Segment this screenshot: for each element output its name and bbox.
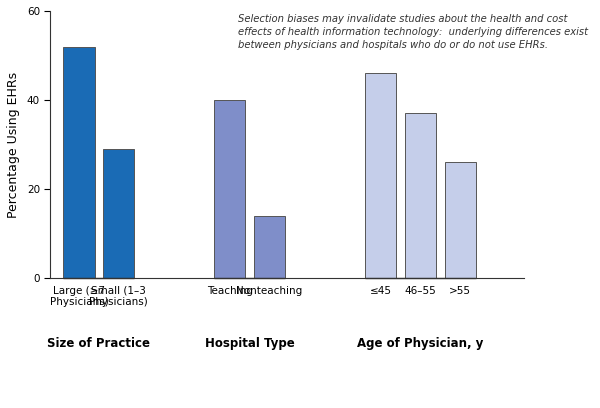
Text: Hospital Type: Hospital Type [205,337,295,350]
Bar [365,73,396,278]
Bar [63,47,95,278]
Text: Size of Practice: Size of Practice [47,337,151,350]
Y-axis label: Percentage Using EHRs: Percentage Using EHRs [7,71,20,217]
Bar [445,162,476,278]
Bar [103,149,134,278]
Bar [214,100,245,278]
Text: Age of Physician, y: Age of Physician, y [357,337,484,350]
Text: Selection biases may invalidate studies about the health and cost
effects of hea: Selection biases may invalidate studies … [238,13,587,50]
Bar [254,216,285,278]
Bar [405,113,436,278]
